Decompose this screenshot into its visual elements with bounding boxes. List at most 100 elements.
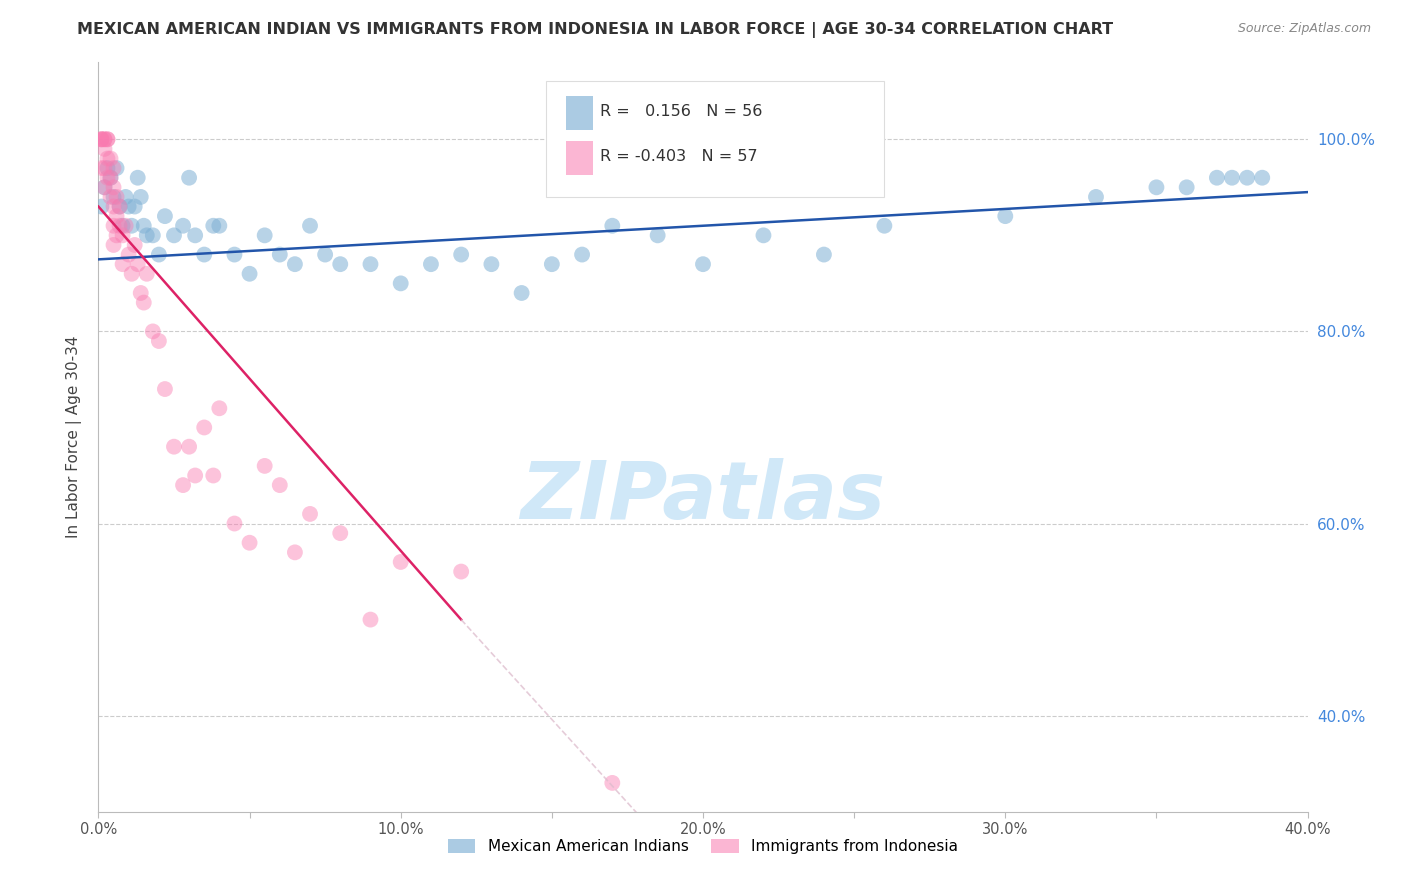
Point <box>111 219 134 233</box>
Point <box>96 132 118 146</box>
Point <box>100 190 122 204</box>
Bar <box>567 96 593 130</box>
Point <box>647 228 669 243</box>
Point <box>93 132 115 146</box>
Point <box>1251 170 1274 185</box>
Point <box>329 257 352 271</box>
Point <box>994 209 1017 223</box>
Point <box>571 247 593 261</box>
Point <box>90 132 112 146</box>
Point <box>96 152 118 166</box>
Point <box>172 478 194 492</box>
Text: ZIPatlas: ZIPatlas <box>520 458 886 536</box>
Point <box>184 228 207 243</box>
Point <box>111 228 134 243</box>
Point <box>90 200 112 214</box>
Bar <box>567 141 593 175</box>
Point <box>93 161 115 175</box>
Point <box>105 161 128 175</box>
Point <box>299 507 322 521</box>
FancyBboxPatch shape <box>546 81 884 197</box>
Point <box>90 132 112 146</box>
Point <box>602 219 624 233</box>
Point <box>1144 180 1167 194</box>
Point <box>284 257 307 271</box>
Point <box>389 277 412 291</box>
Point <box>269 247 291 261</box>
Point <box>360 257 382 271</box>
Point <box>253 458 276 473</box>
Point <box>103 200 125 214</box>
Point <box>420 257 443 271</box>
Point <box>540 257 562 271</box>
Point <box>208 219 231 233</box>
Point <box>103 161 125 175</box>
Point <box>96 161 118 175</box>
Point <box>103 238 125 252</box>
Point <box>239 535 262 549</box>
Point <box>153 209 176 223</box>
Point <box>163 440 186 454</box>
Point <box>114 219 136 233</box>
Point <box>148 247 170 261</box>
Point <box>93 142 115 156</box>
Point <box>108 200 131 214</box>
Point <box>121 267 143 281</box>
Point <box>510 285 533 300</box>
Point <box>90 161 112 175</box>
Point <box>602 776 624 790</box>
Point <box>224 247 246 261</box>
Point <box>96 132 118 146</box>
Point <box>239 267 262 281</box>
Point <box>96 170 118 185</box>
Point <box>111 257 134 271</box>
Text: R = -0.403   N = 57: R = -0.403 N = 57 <box>600 149 758 163</box>
Point <box>118 200 141 214</box>
Point <box>1206 170 1229 185</box>
Point <box>148 334 170 348</box>
Point <box>208 401 231 416</box>
Point <box>1236 170 1258 185</box>
Point <box>121 219 143 233</box>
Point <box>105 228 128 243</box>
Point <box>1220 170 1243 185</box>
Point <box>284 545 307 559</box>
Legend: Mexican American Indians, Immigrants from Indonesia: Mexican American Indians, Immigrants fro… <box>441 832 965 860</box>
Point <box>752 228 775 243</box>
Point <box>184 468 207 483</box>
Point <box>253 228 276 243</box>
Point <box>93 132 115 146</box>
Point <box>813 247 835 261</box>
Point <box>314 247 336 261</box>
Point <box>114 190 136 204</box>
Point <box>135 267 157 281</box>
Point <box>103 180 125 194</box>
Point <box>129 285 152 300</box>
Point <box>193 247 215 261</box>
Point <box>132 295 155 310</box>
Text: Source: ZipAtlas.com: Source: ZipAtlas.com <box>1237 22 1371 36</box>
Point <box>105 209 128 223</box>
Point <box>179 170 201 185</box>
Point <box>132 219 155 233</box>
Point <box>118 247 141 261</box>
Text: R =   0.156   N = 56: R = 0.156 N = 56 <box>600 103 762 119</box>
Point <box>450 247 472 261</box>
Point <box>127 257 149 271</box>
Point <box>100 170 122 185</box>
Point <box>142 325 165 339</box>
Point <box>1085 190 1108 204</box>
Point <box>93 180 115 194</box>
Point <box>172 219 194 233</box>
Point <box>129 190 152 204</box>
Point <box>100 170 122 185</box>
Point <box>153 382 176 396</box>
Point <box>692 257 714 271</box>
Point <box>360 613 382 627</box>
Point <box>329 526 352 541</box>
Point <box>873 219 896 233</box>
Point <box>124 238 146 252</box>
Point <box>105 190 128 204</box>
Point <box>163 228 186 243</box>
Point <box>142 228 165 243</box>
